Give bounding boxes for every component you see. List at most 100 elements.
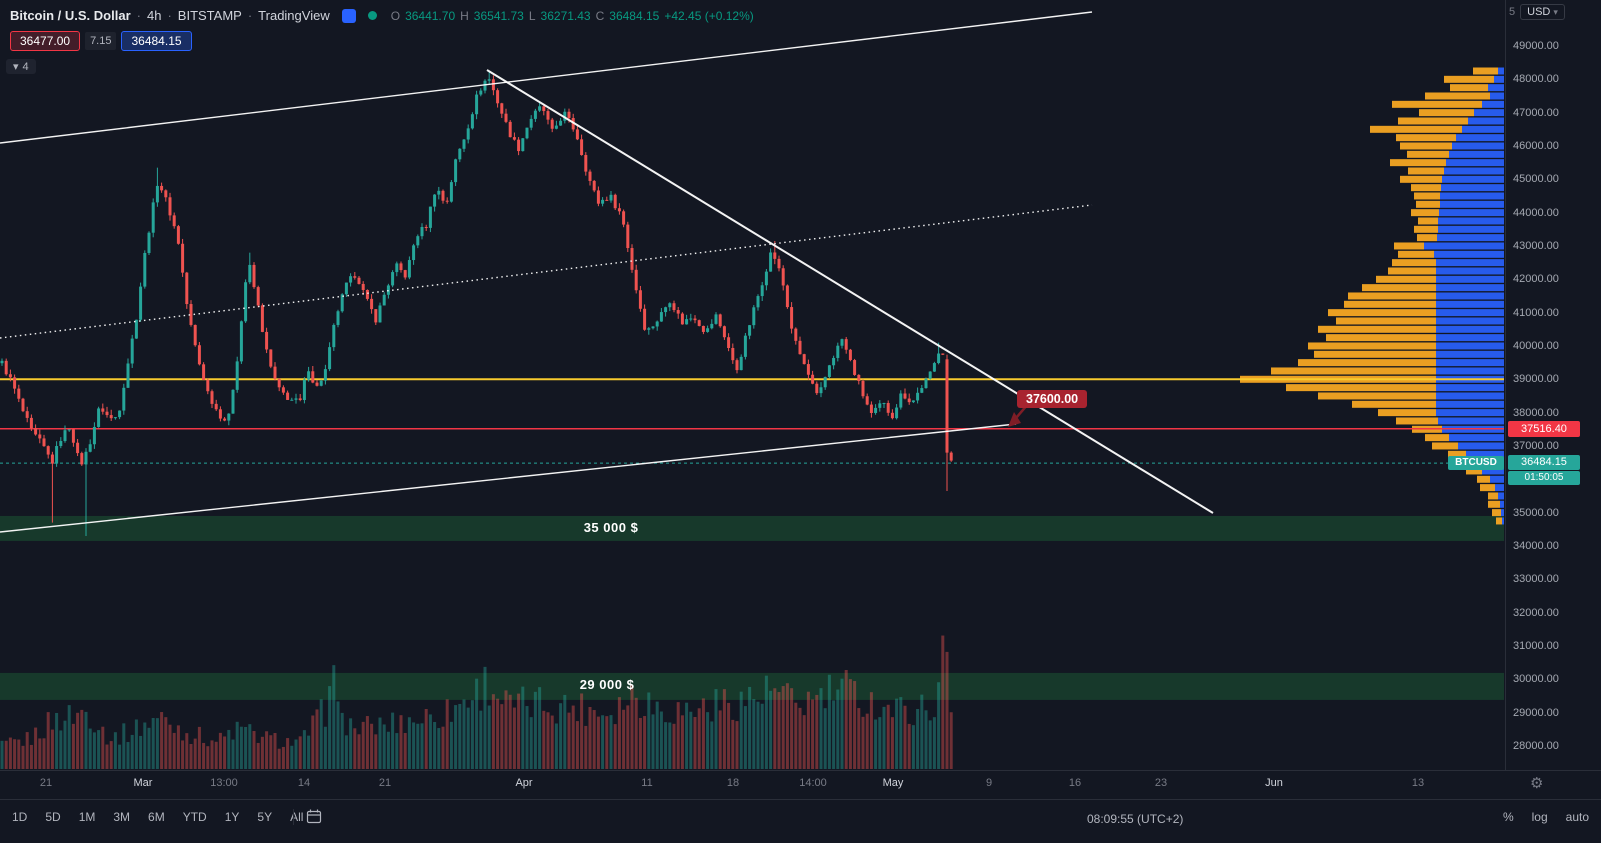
interval-label[interactable]: 4h (146, 8, 162, 23)
volume-bar (428, 714, 432, 769)
candle (853, 360, 857, 375)
candle (29, 417, 33, 429)
volume-bar (731, 719, 735, 769)
range-button-ytd[interactable]: YTD (175, 806, 215, 828)
market-status-icon[interactable] (367, 11, 377, 20)
candle (769, 252, 773, 272)
candle (214, 403, 218, 410)
indicators-count: 4 (22, 60, 29, 73)
range-button-3m[interactable]: 3M (105, 806, 138, 828)
volume-bar (407, 717, 411, 769)
candle (151, 202, 155, 233)
trendline[interactable] (0, 204, 1093, 339)
candle (718, 314, 722, 327)
buy-button[interactable]: 36484.15 (121, 31, 192, 51)
volume-profile-bar (1432, 442, 1458, 450)
support-zone[interactable] (0, 515, 1504, 541)
volume-bar (76, 712, 80, 769)
volume-profile-bar (1298, 359, 1436, 367)
candle (13, 377, 17, 389)
volume-bar (101, 726, 105, 769)
candle (710, 323, 714, 329)
volume-bar (223, 736, 227, 769)
volume-profile-bar (1416, 200, 1440, 208)
volume-profile-bar (1425, 92, 1490, 100)
scale-toggle-percent[interactable]: % (1501, 806, 1516, 828)
range-button-1m[interactable]: 1M (71, 806, 104, 828)
volume-bar (613, 724, 617, 769)
clock-label[interactable]: 08:09:55 (UTC+2) (1087, 812, 1184, 826)
range-button-6m[interactable]: 6M (140, 806, 173, 828)
candle (605, 199, 609, 201)
volume-bar (105, 744, 109, 769)
candle (277, 378, 281, 388)
candle (391, 272, 395, 286)
price-axis[interactable]: 5 USD ▾ 49000.00 48000.00 47000.00 46000.00… (1505, 0, 1601, 770)
trendline[interactable] (0, 423, 1017, 533)
volume-bar (470, 700, 474, 769)
volume-profile-bar (1446, 159, 1504, 167)
range-button-1d[interactable]: 1D (4, 806, 35, 828)
symbol-title[interactable]: Bitcoin / U.S. Dollar (10, 8, 131, 23)
candle (542, 106, 546, 112)
candle (546, 111, 550, 120)
trendline[interactable] (486, 69, 1214, 514)
price-chart-canvas[interactable] (0, 0, 1505, 770)
candle (365, 289, 369, 299)
volume-bar (395, 733, 399, 769)
volume-profile-bar (1456, 134, 1504, 142)
candle (416, 236, 420, 246)
flag-icon[interactable] (341, 8, 356, 23)
volume-bar (46, 712, 50, 769)
trendline[interactable] (0, 11, 1093, 144)
candle (697, 320, 701, 326)
volume-bar (617, 697, 621, 769)
volume-bar (769, 690, 773, 769)
volume-profile-bar (1466, 450, 1504, 458)
axis-top-value: 5 (1509, 6, 1516, 18)
volume-bar (643, 716, 647, 769)
candle (756, 296, 760, 308)
volume-bar (697, 708, 701, 769)
candle (126, 363, 130, 388)
price-callout[interactable]: 37600.00 (1017, 390, 1088, 408)
scale-toggle-auto[interactable]: auto (1564, 806, 1591, 828)
volume-profile-bar (1414, 225, 1438, 233)
volume-bar (185, 733, 189, 769)
volume-bar (844, 669, 848, 769)
range-button-1y[interactable]: 1Y (217, 806, 248, 828)
candle (218, 409, 222, 419)
volume-bar (735, 721, 739, 769)
sell-button[interactable]: 36477.00 (10, 31, 81, 51)
scale-toggle-log[interactable]: log (1530, 806, 1550, 828)
close-value: 36484.15 (609, 8, 660, 23)
time-axis-label: 13 (1411, 777, 1425, 789)
price-axis-label: 40000.00 (1513, 339, 1559, 352)
price-axis-label: 30000.00 (1513, 673, 1559, 686)
volume-profile-bar (1436, 275, 1504, 283)
volume-profile-bar (1419, 109, 1474, 117)
indicators-collapse-chip[interactable]: ▾ 4 (6, 59, 36, 74)
range-button-5y[interactable]: 5Y (249, 806, 280, 828)
candle (88, 444, 92, 452)
go-to-date-icon[interactable] (304, 807, 324, 832)
candle (319, 380, 323, 386)
gear-icon[interactable]: ⚙ (1530, 775, 1544, 792)
volume-profile-bar (1436, 392, 1504, 400)
volume-profile-bar (1436, 350, 1504, 358)
callout-arrow-head[interactable] (1008, 412, 1021, 427)
volume-bar (80, 709, 84, 769)
volume-bar (210, 740, 214, 769)
candle (269, 349, 273, 367)
range-button-5d[interactable]: 5D (37, 806, 68, 828)
candle (349, 276, 353, 283)
candle (475, 94, 479, 115)
candle (613, 194, 617, 209)
currency-unit-button[interactable]: USD ▾ (1520, 4, 1565, 20)
support-zone[interactable] (0, 672, 1504, 700)
time-axis[interactable]: 21 Mar 13:00 14 21 Apr 11 18 14:00 May 9 16 23 Jun 13 … (0, 770, 1601, 799)
volume-bar (189, 743, 193, 769)
volume-bar (722, 689, 726, 769)
candle (932, 363, 936, 372)
candle (160, 185, 164, 191)
